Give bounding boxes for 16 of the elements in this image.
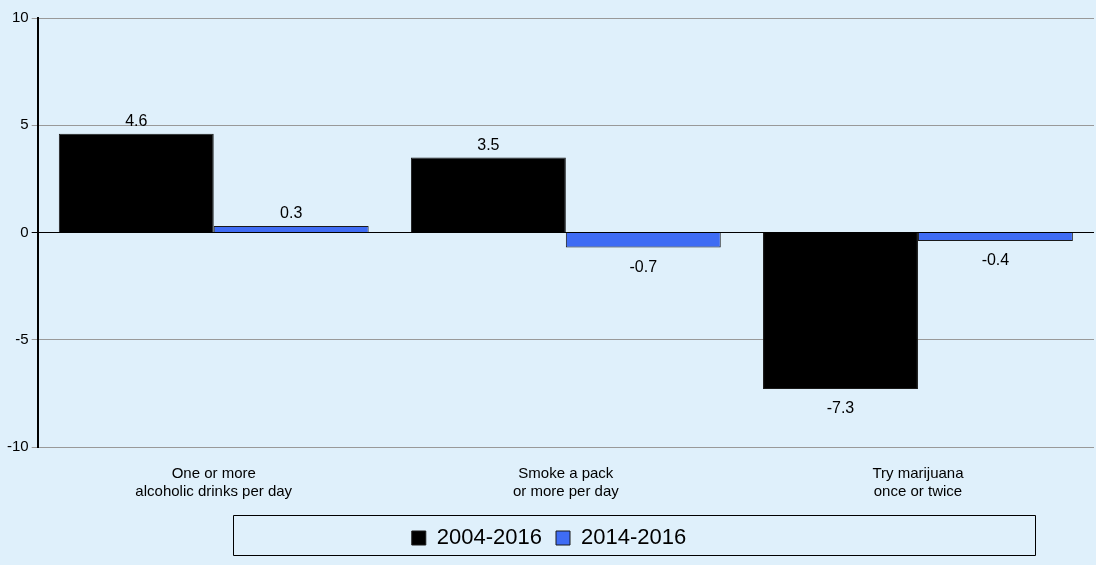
legend-label: 2004-2016 bbox=[436, 524, 543, 550]
data-label: 4.6 bbox=[125, 112, 148, 130]
data-label: -7.3 bbox=[826, 399, 855, 417]
x-tick-label: Smoke a pack or more per day bbox=[512, 464, 620, 500]
data-label: -0.4 bbox=[981, 251, 1010, 269]
data-label: 3.5 bbox=[477, 135, 500, 153]
x-tick-label: One or more alcoholic drinks per day bbox=[135, 464, 293, 500]
data-label: 0.3 bbox=[280, 204, 303, 222]
data-label: -0.7 bbox=[629, 257, 658, 275]
y-tick-label: 5 bbox=[20, 115, 29, 133]
y-tick-label: 10 bbox=[11, 8, 29, 26]
y-tick-label: -5 bbox=[15, 329, 29, 347]
y-tick-label: 0 bbox=[20, 222, 29, 240]
legend-label: 2014-2016 bbox=[581, 524, 687, 550]
y-tick-label: -10 bbox=[6, 437, 29, 455]
x-tick-label: Try marijuana once or twice bbox=[872, 464, 965, 500]
